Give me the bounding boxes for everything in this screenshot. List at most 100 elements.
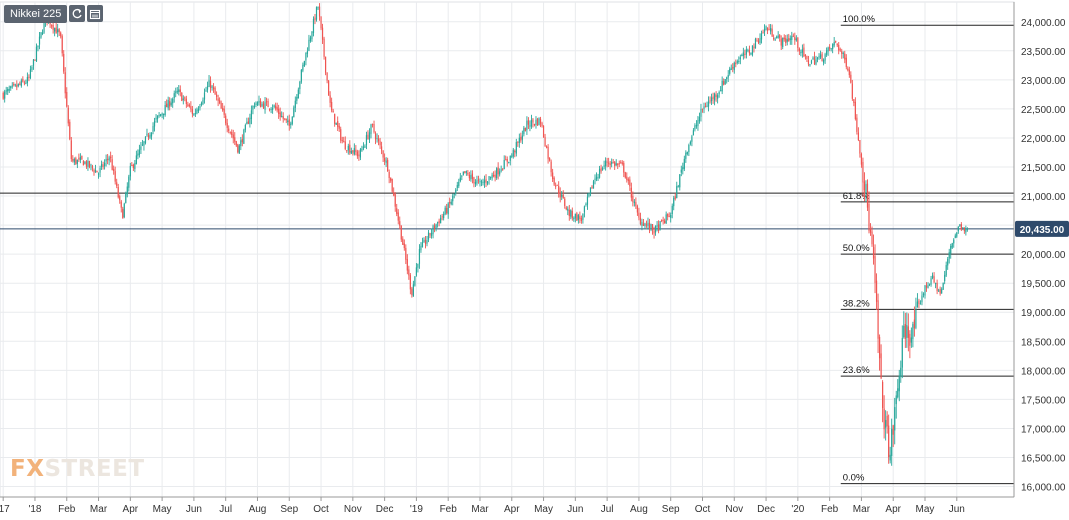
candle-body: [552, 172, 554, 180]
candle-body: [377, 138, 380, 142]
candle-body: [272, 108, 274, 110]
candle-body: [461, 175, 463, 177]
candle-body: [555, 185, 557, 187]
candle-body: [453, 193, 455, 195]
candle-body: [856, 117, 858, 132]
candle-body: [187, 104, 189, 106]
candle-body: [782, 37, 784, 48]
candle-body: [783, 37, 785, 40]
chart-grid: [0, 1, 1015, 498]
candle-body: [786, 39, 788, 42]
candle-body: [105, 158, 107, 162]
candle-body: [152, 126, 154, 132]
candle-body: [645, 224, 648, 226]
candle-body: [529, 125, 531, 127]
candle-body: [235, 141, 237, 146]
candle-body: [667, 213, 669, 217]
candle-body: [144, 136, 147, 144]
candle-body: [424, 239, 427, 244]
candle-body: [85, 161, 88, 167]
candle-body: [64, 72, 66, 94]
candle-body: [671, 205, 673, 215]
candle-body: [521, 135, 523, 140]
candle-body: [751, 45, 754, 55]
fib-label: 61.8%: [843, 191, 870, 202]
candle-body: [956, 232, 958, 237]
candle-body: [320, 16, 322, 29]
candle-body: [107, 159, 109, 161]
candle-body: [150, 132, 153, 137]
candle-body: [918, 300, 920, 304]
candle-body: [7, 89, 9, 92]
candle-body: [530, 119, 533, 127]
candle-body: [270, 108, 272, 110]
candle-body: [43, 21, 45, 33]
candle-body: [895, 395, 897, 405]
candle-body: [388, 171, 390, 179]
candle-body: [297, 89, 299, 99]
candle-body: [927, 285, 929, 289]
candle-body: [792, 35, 794, 37]
y-tick-label: 23,000.00: [1021, 76, 1066, 87]
candle-body: [527, 120, 530, 125]
candle-body: [397, 212, 399, 221]
candle-body: [500, 169, 502, 171]
candle-body: [178, 89, 180, 92]
candle-body: [877, 300, 879, 339]
candle-body: [821, 53, 823, 62]
candle-body: [653, 230, 655, 234]
candle-body: [550, 161, 552, 173]
candle-body: [859, 139, 861, 154]
candle-body: [674, 196, 676, 199]
candle-body: [122, 208, 124, 219]
candle-body: [22, 78, 24, 82]
candle-body: [373, 124, 375, 133]
refresh-icon[interactable]: [69, 5, 86, 22]
x-tick-label: Apr: [504, 504, 520, 515]
candle-body: [801, 49, 803, 53]
candle-body: [128, 176, 130, 188]
candle-body: [429, 233, 431, 236]
candle-body: [717, 95, 719, 99]
candle-body: [58, 29, 60, 33]
y-tick-label: 24,000.00: [1021, 18, 1066, 29]
candle-body: [103, 162, 106, 167]
x-tick-label: Apr: [123, 504, 139, 515]
candle-body: [278, 108, 280, 115]
candle-body: [785, 38, 787, 44]
candle-body: [698, 116, 701, 122]
candle-body: [700, 108, 702, 117]
candle-body: [754, 38, 757, 49]
x-tick-label: Feb: [58, 504, 76, 515]
candle-body: [209, 80, 212, 89]
candle-body: [707, 101, 710, 107]
candle-body: [17, 83, 19, 86]
candle-body: [760, 33, 763, 40]
candle-body: [252, 106, 254, 110]
candle-body: [520, 136, 522, 141]
candle-body: [433, 225, 436, 229]
candle-body: [243, 129, 245, 144]
candle-body: [924, 285, 926, 296]
candle-body: [647, 222, 649, 226]
candle-body: [241, 139, 243, 143]
instrument-title[interactable]: Nikkei 225: [4, 5, 68, 23]
candle-body: [691, 136, 693, 142]
candle-body: [848, 69, 850, 76]
candle-body: [181, 92, 183, 101]
candle-body: [499, 171, 501, 175]
candle-body: [90, 164, 92, 166]
candle-body: [211, 86, 213, 88]
candle-body: [762, 31, 764, 34]
candle-body: [234, 137, 236, 142]
candle-body: [282, 116, 284, 119]
x-tick-label: Nov: [725, 504, 743, 515]
candle-body: [480, 181, 483, 183]
last-price-badge-bg: [1015, 220, 1069, 237]
calendar-icon[interactable]: [87, 5, 104, 22]
candle-body: [662, 220, 664, 222]
candle-body: [635, 202, 637, 207]
x-tick-label: Jun: [186, 504, 202, 515]
candle-body: [435, 224, 437, 230]
